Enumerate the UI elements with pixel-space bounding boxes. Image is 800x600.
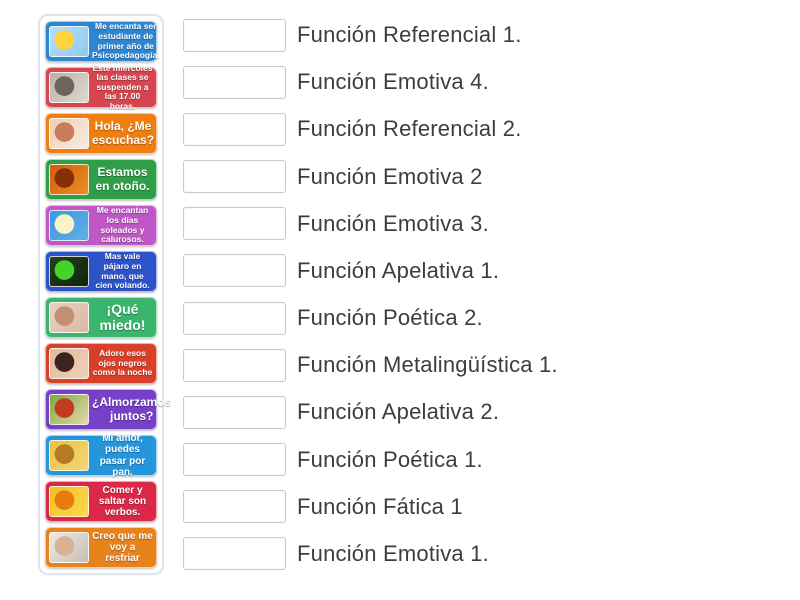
answer-row: Función Poética 1. (183, 439, 743, 481)
answer-drop-box[interactable] (183, 348, 286, 382)
match-card-label: Este miércoles las clases se suspenden a… (92, 62, 153, 111)
match-card-label: Mi amor, puedes pasar por pan. (99, 433, 146, 478)
match-card[interactable]: Mas vale pájaro en mano, que cien voland… (45, 251, 157, 292)
answer-label: Función Emotiva 1. (297, 540, 489, 566)
match-card[interactable]: Este miércoles las clases se suspenden a… (45, 63, 157, 111)
match-card[interactable]: Estamos en otoño. (45, 159, 157, 200)
answer-label: Función Metalingüística 1. (297, 352, 558, 378)
match-card-label: Mas vale pájaro en mano, que cien voland… (95, 251, 150, 291)
answer-row: Función Apelativa 1. (183, 250, 743, 292)
lunch-plate-photo (49, 394, 89, 425)
answer-label: Función Referencial 1. (297, 22, 522, 47)
match-card[interactable]: Me encanta ser estudiante de primer año … (45, 21, 160, 62)
match-card[interactable]: Hola, ¿Me escuchas? (45, 113, 157, 154)
autumn-leaves-photo (49, 164, 89, 195)
answer-drop-box[interactable] (183, 207, 286, 241)
answer-row: Función Apelativa 2. (183, 391, 743, 433)
answer-label: Función Apelativa 2. (297, 399, 500, 425)
match-cards-panel: Me encanta ser estudiante de primer año … (38, 14, 171, 575)
match-card[interactable]: Adoro esos ojos negros como la noche (45, 343, 157, 384)
answer-drop-box[interactable] (183, 395, 286, 429)
match-card-label: ¿Almorzamos juntos? (92, 395, 172, 423)
woman-listening-photo (49, 118, 89, 149)
match-card-label: Me encanta ser estudiante de primer año … (92, 21, 160, 61)
baby-dark-eyes-photo (49, 348, 89, 379)
answer-row: Función Referencial 1. (183, 14, 743, 56)
answer-row: Función Fática 1 (183, 486, 743, 528)
match-card[interactable]: Mi amor, puedes pasar por pan. (45, 433, 157, 478)
answer-drop-box[interactable] (183, 112, 286, 146)
classroom-photo (49, 72, 89, 103)
sun-character-photo (49, 26, 89, 57)
answer-drop-box[interactable] (183, 65, 286, 99)
bread-basket-photo (49, 440, 89, 471)
person-sneezing-photo (49, 532, 89, 563)
answer-drop-box[interactable] (183, 254, 286, 288)
match-card[interactable]: ¿Almorzamos juntos? (45, 389, 171, 430)
answer-drop-box[interactable] (183, 301, 286, 335)
answer-label: Función Apelativa 1. (297, 257, 500, 283)
answer-label: Función Poética 2. (297, 305, 483, 331)
match-card-label: Comer y saltar son verbos. (98, 484, 147, 519)
answer-label: Función Fática 1 (297, 493, 463, 519)
answer-drop-box[interactable] (183, 490, 286, 524)
answer-label: Función Emotiva 3. (297, 210, 489, 236)
answer-row: Función Emotiva 2 (183, 156, 743, 198)
answer-drop-box[interactable] (183, 160, 286, 194)
answer-row: Función Referencial 2. (183, 108, 743, 150)
jumping-figure-photo (49, 486, 89, 517)
match-card-label: Me encantan los días soleados y caluroso… (96, 205, 149, 245)
answer-row: Función Emotiva 1. (183, 533, 743, 575)
answer-label: Función Emotiva 4. (297, 69, 489, 95)
answer-label: Función Emotiva 2 (297, 163, 483, 189)
green-bird-photo (49, 256, 89, 287)
answer-label: Función Referencial 2. (297, 116, 522, 142)
answer-row: Función Emotiva 3. (183, 203, 743, 245)
match-card-label: Creo que me voy a resfriar (92, 530, 153, 565)
match-card-label: Hola, ¿Me escuchas? (92, 119, 155, 147)
answer-drop-box[interactable] (183, 443, 286, 477)
match-card[interactable]: Comer y saltar son verbos. (45, 481, 157, 522)
sunny-day-child-photo (49, 210, 89, 241)
match-card-label: ¡Qué miedo! (99, 300, 146, 333)
answer-drop-box[interactable] (183, 537, 286, 571)
match-card[interactable]: Creo que me voy a resfriar (45, 527, 157, 568)
answer-label: Función Poética 1. (297, 446, 483, 472)
answer-row: Función Emotiva 4. (183, 61, 743, 103)
answer-rows: Función Referencial 1. Función Emotiva 4… (183, 14, 743, 575)
match-card-label: Adoro esos ojos negros como la noche (92, 348, 153, 378)
scared-baby-meme-photo (49, 302, 89, 333)
answer-drop-box[interactable] (183, 18, 286, 52)
answer-row: Función Metalingüística 1. (183, 344, 743, 386)
match-card[interactable]: ¡Qué miedo! (45, 297, 157, 338)
answer-row: Función Poética 2. (183, 297, 743, 339)
match-card[interactable]: Me encantan los días soleados y caluroso… (45, 205, 157, 246)
match-card-label: Estamos en otoño. (95, 165, 150, 193)
